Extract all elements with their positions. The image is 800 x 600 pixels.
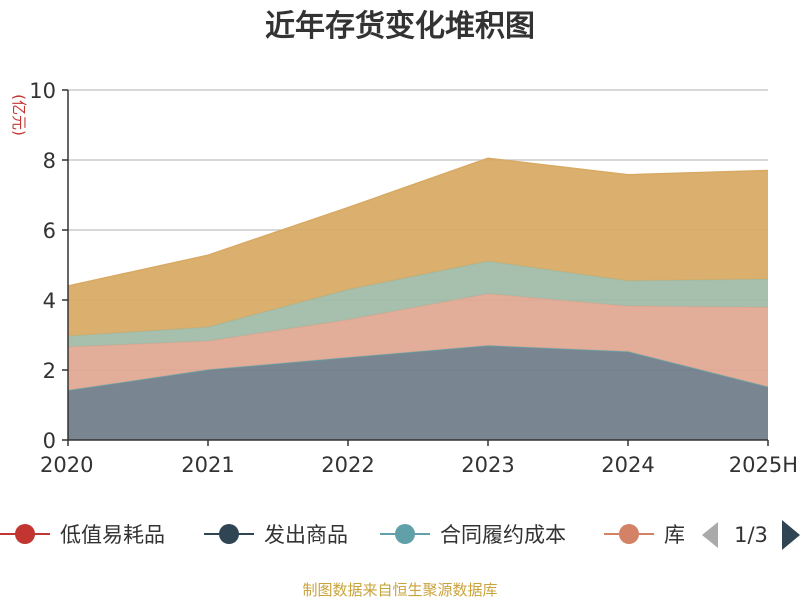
- area-series-3: [68, 158, 768, 337]
- y-tick-label-2: 4: [43, 289, 56, 313]
- x-tick-label-1: 2021: [181, 453, 234, 477]
- x-tick-label-4: 2024: [601, 453, 654, 477]
- axes: 0 2 4 6 8 10 2020 2021 2022 2023 2024 2025H: [29, 79, 798, 477]
- series-areas: [67, 157, 769, 440]
- area-series-2: [68, 261, 768, 347]
- legend-item-2[interactable]: 合同履约成本: [380, 523, 566, 547]
- line-series-2: [67, 260, 769, 337]
- y-tick-label-1: 2: [43, 359, 56, 383]
- legend-item-3[interactable]: 库: [604, 523, 685, 547]
- x-tick-label-3: 2023: [461, 453, 514, 477]
- legend-item-1[interactable]: 发出商品: [204, 523, 348, 547]
- x-tick-label-2: 2022: [321, 453, 374, 477]
- legend-label-1: 发出商品: [264, 523, 348, 547]
- legend-next-arrow-icon[interactable]: [782, 520, 800, 550]
- line-series-3: [67, 157, 769, 287]
- legend-page-indicator: 1/3: [734, 523, 768, 547]
- chart-title: 近年存货变化堆积图: [265, 9, 535, 44]
- legend: 低值易耗品 发出商品 合同履约成本 库 1/3: [0, 520, 800, 550]
- legend-marker-3: [619, 524, 639, 544]
- line-series-0: [67, 344, 769, 392]
- y-tick-label-0: 0: [43, 429, 56, 453]
- y-axis-unit: (亿元): [10, 94, 28, 136]
- legend-label-2: 合同履约成本: [440, 523, 566, 547]
- y-tick-label-5: 10: [29, 79, 56, 103]
- legend-prev-arrow-icon[interactable]: [702, 522, 718, 548]
- y-tick-label-3: 6: [43, 219, 56, 243]
- legend-label-3: 库: [664, 523, 685, 547]
- legend-label-0: 低值易耗品: [60, 523, 165, 547]
- x-tick-label-5: 2025H: [729, 453, 798, 477]
- area-series-1: [68, 293, 768, 391]
- legend-marker-2: [395, 524, 415, 544]
- area-series-0: [68, 345, 768, 440]
- y-tick-label-4: 8: [43, 149, 56, 173]
- x-tick-label-0: 2020: [40, 453, 93, 477]
- legend-marker-0: [15, 524, 35, 544]
- legend-item-0[interactable]: 低值易耗品: [0, 523, 165, 547]
- legend-marker-1: [219, 524, 239, 544]
- data-source-note: 制图数据来自恒生聚源数据库: [302, 581, 497, 599]
